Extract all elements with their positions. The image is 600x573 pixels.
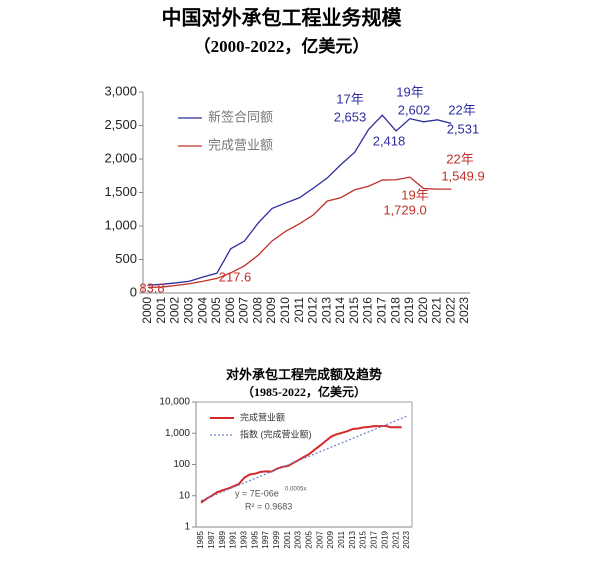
chart-title: 中国对外承包工程业务规模 (162, 6, 403, 30)
chart-subtitle: （1985-2022，亿美元） (242, 384, 366, 399)
x-tick-label: 2014 (333, 297, 347, 324)
x-tick-label: 1987 (207, 530, 216, 548)
legend-label: 新签合同额 (208, 109, 273, 124)
y-tick-label: 500 (115, 251, 137, 266)
annotation: 17年 (336, 91, 363, 106)
annotation: 22年 (448, 102, 475, 117)
data-label: 1,729.0 (383, 202, 426, 217)
x-tick-label: 2010 (278, 297, 292, 324)
x-tick-label: 2018 (388, 297, 402, 324)
series-line (200, 415, 408, 502)
plot-frame (195, 401, 413, 528)
x-tick-label: 2021 (391, 530, 400, 548)
x-tick-label: 2007 (315, 530, 324, 548)
x-tick-label: 2011 (337, 530, 346, 548)
chart-title: 对外承包工程完成额及趋势 (226, 367, 382, 382)
x-tick-label: 1993 (239, 530, 248, 548)
x-tick-label: 2019 (380, 530, 389, 548)
x-tick-label: 2020 (416, 297, 430, 324)
annotation: y = 7E-06e (235, 488, 279, 498)
y-tick-label: 2,000 (104, 150, 137, 165)
x-tick-label: 1995 (250, 530, 259, 548)
legend-label: 完成营业额 (240, 411, 285, 422)
y-tick-label: 1,500 (104, 184, 137, 199)
x-tick-label: 1991 (229, 530, 238, 548)
x-tick-label: 1997 (261, 530, 270, 548)
x-tick-label: 2000 (140, 297, 154, 324)
x-tick-label: 1985 (196, 530, 205, 548)
y-tick-label: 3,000 (104, 83, 137, 98)
x-tick-label: 2013 (348, 530, 357, 548)
x-tick-label: 2009 (326, 530, 335, 548)
x-tick-label: 2006 (223, 297, 237, 324)
x-tick-label: 2013 (319, 297, 333, 324)
x-tick-label: 2023 (457, 297, 471, 324)
x-tick-label: 2023 (402, 530, 411, 548)
x-tick-label: 2017 (374, 297, 388, 324)
x-tick-label: 2016 (361, 297, 375, 324)
legend-label: 指数 (完成营业额) (240, 428, 312, 439)
y-tick-label: 1 (184, 522, 190, 533)
annotation: 22年 (446, 151, 473, 166)
legend-label: 完成营业额 (208, 137, 273, 152)
y-tick-label: 0 (130, 284, 137, 299)
x-tick-label: 2002 (168, 297, 182, 324)
x-tick-label: 2005 (209, 297, 223, 324)
series-line (147, 114, 452, 286)
y-tick-label: 100 (173, 459, 190, 470)
x-tick-label: 2017 (370, 530, 379, 548)
data-label: 2,653 (334, 109, 367, 124)
x-tick-label: 2012 (306, 297, 320, 324)
x-tick-label: 2015 (347, 297, 361, 324)
annotation: 19年 (396, 84, 423, 99)
data-label: 1,549.9 (441, 168, 484, 183)
data-label: 217.6 (219, 269, 252, 284)
data-label: 2,602 (398, 102, 431, 117)
y-tick-label: 1,000 (165, 428, 190, 439)
x-tick-label: 1999 (272, 530, 281, 548)
x-tick-label: 2019 (402, 297, 416, 324)
annotation: 19年 (401, 187, 428, 202)
x-tick-label: 2022 (443, 297, 457, 324)
x-tick-label: 2009 (264, 297, 278, 324)
y-tick-label: 2,500 (104, 117, 137, 132)
y-tick-label: 10 (179, 490, 191, 501)
x-tick-label: 2011 (292, 297, 306, 323)
series-line (200, 424, 402, 504)
x-tick-label: 1989 (218, 530, 227, 548)
x-tick-label: 2008 (250, 297, 264, 324)
x-tick-label: 2004 (195, 297, 209, 324)
annotation: 0.0005x (285, 487, 306, 493)
x-tick-label: 2015 (359, 530, 368, 548)
x-tick-label: 2005 (305, 530, 314, 548)
series-line (147, 176, 452, 289)
data-label: 83.8 (139, 280, 164, 295)
x-tick-label: 2003 (182, 297, 196, 324)
annotation: R² = 0.9683 (245, 501, 292, 511)
chart-subtitle: （2000-2022，亿美元） (194, 36, 370, 56)
data-label: 2,418 (373, 133, 406, 148)
data-label: 2,531 (447, 121, 480, 136)
y-tick-label: 10,000 (159, 397, 190, 408)
x-tick-label: 2001 (154, 297, 168, 324)
y-tick-label: 1,000 (104, 217, 137, 232)
x-tick-label: 2007 (237, 297, 251, 324)
x-tick-label: 2001 (283, 530, 292, 548)
x-tick-label: 2021 (430, 297, 444, 324)
x-tick-label: 2003 (294, 530, 303, 548)
